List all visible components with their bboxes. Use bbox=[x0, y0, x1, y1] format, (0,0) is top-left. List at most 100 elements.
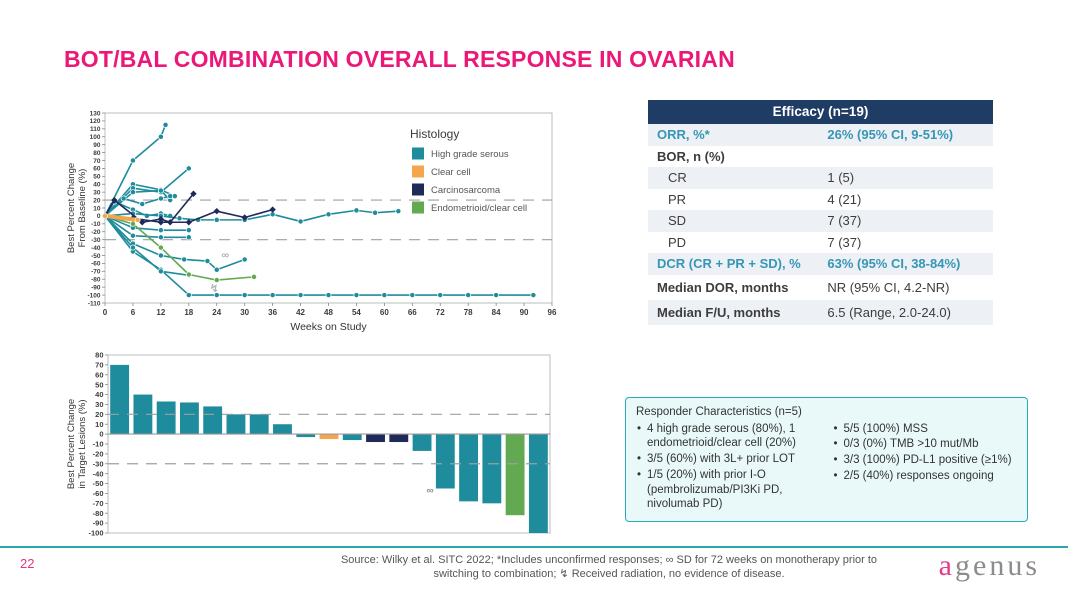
svg-text:90: 90 bbox=[520, 308, 529, 317]
svg-text:20: 20 bbox=[95, 410, 103, 419]
list-item: 2/5 (40%) responses ongoing bbox=[833, 469, 1018, 484]
svg-text:Weeks on Study: Weeks on Study bbox=[290, 321, 367, 333]
svg-text:-50: -50 bbox=[93, 479, 104, 488]
svg-text:-30: -30 bbox=[91, 237, 101, 244]
svg-text:120: 120 bbox=[90, 118, 101, 125]
svg-text:-90: -90 bbox=[91, 284, 101, 291]
svg-text:80: 80 bbox=[95, 351, 103, 360]
svg-text:-100: -100 bbox=[88, 529, 103, 538]
svg-text:70: 70 bbox=[93, 158, 101, 165]
svg-text:Best Percent Changein Target L: Best Percent Changein Target Lesions (%) bbox=[66, 399, 88, 489]
svg-text:50: 50 bbox=[93, 174, 101, 181]
source-line-1: Source: Wilky et al. SITC 2022; *Include… bbox=[340, 554, 878, 566]
source-citation: Source: Wilky et al. SITC 2022; *Include… bbox=[284, 553, 934, 582]
row-label: BOR, n (%) bbox=[657, 148, 725, 164]
row-label: SD bbox=[668, 213, 687, 229]
table-row: Median DOR, months NR (95% CI, 4.2-NR) bbox=[648, 275, 993, 300]
svg-text:90: 90 bbox=[93, 142, 101, 149]
row-value: 1 (5) bbox=[827, 170, 855, 186]
table-row: PD 7 (37) bbox=[648, 232, 993, 254]
row-label: PD bbox=[668, 234, 687, 250]
svg-text:42: 42 bbox=[296, 308, 305, 317]
table-row: BOR, n (%) bbox=[648, 146, 993, 168]
svg-text:72: 72 bbox=[436, 308, 445, 317]
spider-plot: 130 120 110 100 90 80 70 60 50 40 30 20 10 0 -10 -20 -30… bbox=[58, 108, 558, 340]
list-item: 3/3 (100%) PD-L1 positive (≥1%) bbox=[833, 453, 1018, 468]
svg-text:12: 12 bbox=[156, 308, 165, 317]
svg-text:-70: -70 bbox=[91, 269, 101, 276]
table-row: Median F/U, months 6.5 (Range, 2.0-24.0) bbox=[648, 299, 993, 325]
svg-text:10: 10 bbox=[95, 420, 103, 429]
svg-text:30: 30 bbox=[240, 308, 249, 317]
svg-text:50: 50 bbox=[95, 380, 103, 389]
row-label: ORR, %* bbox=[657, 127, 710, 143]
svg-text:60: 60 bbox=[380, 308, 389, 317]
table-row: SD 7 (37) bbox=[648, 210, 993, 232]
svg-text:Endometrioid/clear cell: Endometrioid/clear cell bbox=[431, 203, 527, 214]
row-value: NR (95% CI, 4.2-NR) bbox=[827, 279, 950, 295]
svg-text:24: 24 bbox=[212, 308, 221, 317]
svg-text:↯: ↯ bbox=[210, 283, 219, 295]
logo-letter-a: a bbox=[938, 549, 955, 582]
row-label: Median F/U, months bbox=[657, 304, 781, 320]
svg-text:∞: ∞ bbox=[221, 250, 229, 262]
row-value: 7 (37) bbox=[827, 234, 862, 250]
logo-rest: genus bbox=[955, 549, 1040, 582]
table-row: ORR, %* 26% (95% CI, 9-51%) bbox=[648, 124, 993, 146]
svg-text:36: 36 bbox=[268, 308, 277, 317]
svg-text:30: 30 bbox=[93, 189, 101, 196]
svg-text:110: 110 bbox=[90, 126, 101, 133]
svg-text:High grade serous: High grade serous bbox=[431, 149, 509, 160]
row-label: Median DOR, months bbox=[657, 279, 789, 295]
agenus-logo: agenus bbox=[939, 549, 1040, 583]
row-value: 63% (95% CI, 38-84%) bbox=[827, 256, 961, 272]
table-row: PR 4 (21) bbox=[648, 189, 993, 211]
svg-text:-100: -100 bbox=[87, 292, 100, 299]
svg-text:30: 30 bbox=[95, 400, 103, 409]
svg-text:48: 48 bbox=[324, 308, 333, 317]
svg-text:70: 70 bbox=[95, 360, 103, 369]
svg-text:40: 40 bbox=[95, 390, 103, 399]
svg-text:Best Percent ChangeFrom Baseli: Best Percent ChangeFrom Baseline (%) bbox=[66, 163, 88, 253]
row-label: PR bbox=[668, 191, 687, 207]
svg-text:20: 20 bbox=[93, 197, 101, 204]
responder-left-list: 4 high grade serous (80%), 1 endometrioi… bbox=[636, 422, 821, 513]
svg-text:130: 130 bbox=[90, 110, 101, 117]
svg-text:18: 18 bbox=[184, 308, 193, 317]
svg-text:-40: -40 bbox=[91, 245, 101, 252]
list-item: 1/5 (20%) with prior I-O (pembrolizumab/… bbox=[636, 468, 821, 512]
svg-text:-110: -110 bbox=[88, 300, 101, 307]
svg-text:-90: -90 bbox=[93, 519, 104, 528]
svg-text:Clear cell: Clear cell bbox=[431, 167, 471, 178]
page-number: 22 bbox=[20, 556, 35, 571]
table-row: DCR (CR + PR + SD), % 63% (95% CI, 38-84%… bbox=[648, 253, 993, 275]
svg-text:-40: -40 bbox=[93, 469, 104, 478]
svg-text:-80: -80 bbox=[91, 277, 101, 284]
responder-right-list: 5/5 (100%) MSS0/3 (0%) TMB >10 mut/Mb3/3… bbox=[833, 422, 1018, 513]
waterfall-plot: 80 70 60 50 40 30 20 10 0 -10 -20 -30 -40 -50 -60 -70 -8… bbox=[58, 348, 558, 543]
list-item: 0/3 (0%) TMB >10 mut/Mb bbox=[833, 437, 1018, 452]
svg-text:0: 0 bbox=[97, 213, 101, 220]
svg-text:-60: -60 bbox=[91, 261, 101, 268]
svg-text:-80: -80 bbox=[93, 509, 104, 518]
page-title: BOT/BAL COMBINATION OVERALL RESPONSE IN … bbox=[64, 46, 735, 72]
svg-text:66: 66 bbox=[408, 308, 417, 317]
row-value: 7 (37) bbox=[827, 213, 862, 229]
svg-text:-30: -30 bbox=[93, 459, 104, 468]
responder-characteristics-box: Responder Characteristics (n=5) 4 high g… bbox=[625, 397, 1028, 523]
svg-text:96: 96 bbox=[548, 308, 557, 317]
svg-text:78: 78 bbox=[464, 308, 473, 317]
svg-text:6: 6 bbox=[131, 308, 136, 317]
footer-divider bbox=[0, 546, 1068, 548]
row-label: CR bbox=[668, 170, 687, 186]
svg-text:10: 10 bbox=[93, 205, 101, 212]
table-row: CR 1 (5) bbox=[648, 167, 993, 189]
efficacy-table: Efficacy (n=19) ORR, %* 26% (95% CI, 9-51… bbox=[648, 100, 993, 325]
list-item: 4 high grade serous (80%), 1 endometrioi… bbox=[636, 422, 821, 451]
svg-text:-70: -70 bbox=[93, 499, 104, 508]
svg-text:84: 84 bbox=[492, 308, 501, 317]
svg-text:-50: -50 bbox=[91, 253, 101, 260]
svg-text:60: 60 bbox=[93, 166, 101, 173]
svg-text:-10: -10 bbox=[93, 440, 104, 449]
